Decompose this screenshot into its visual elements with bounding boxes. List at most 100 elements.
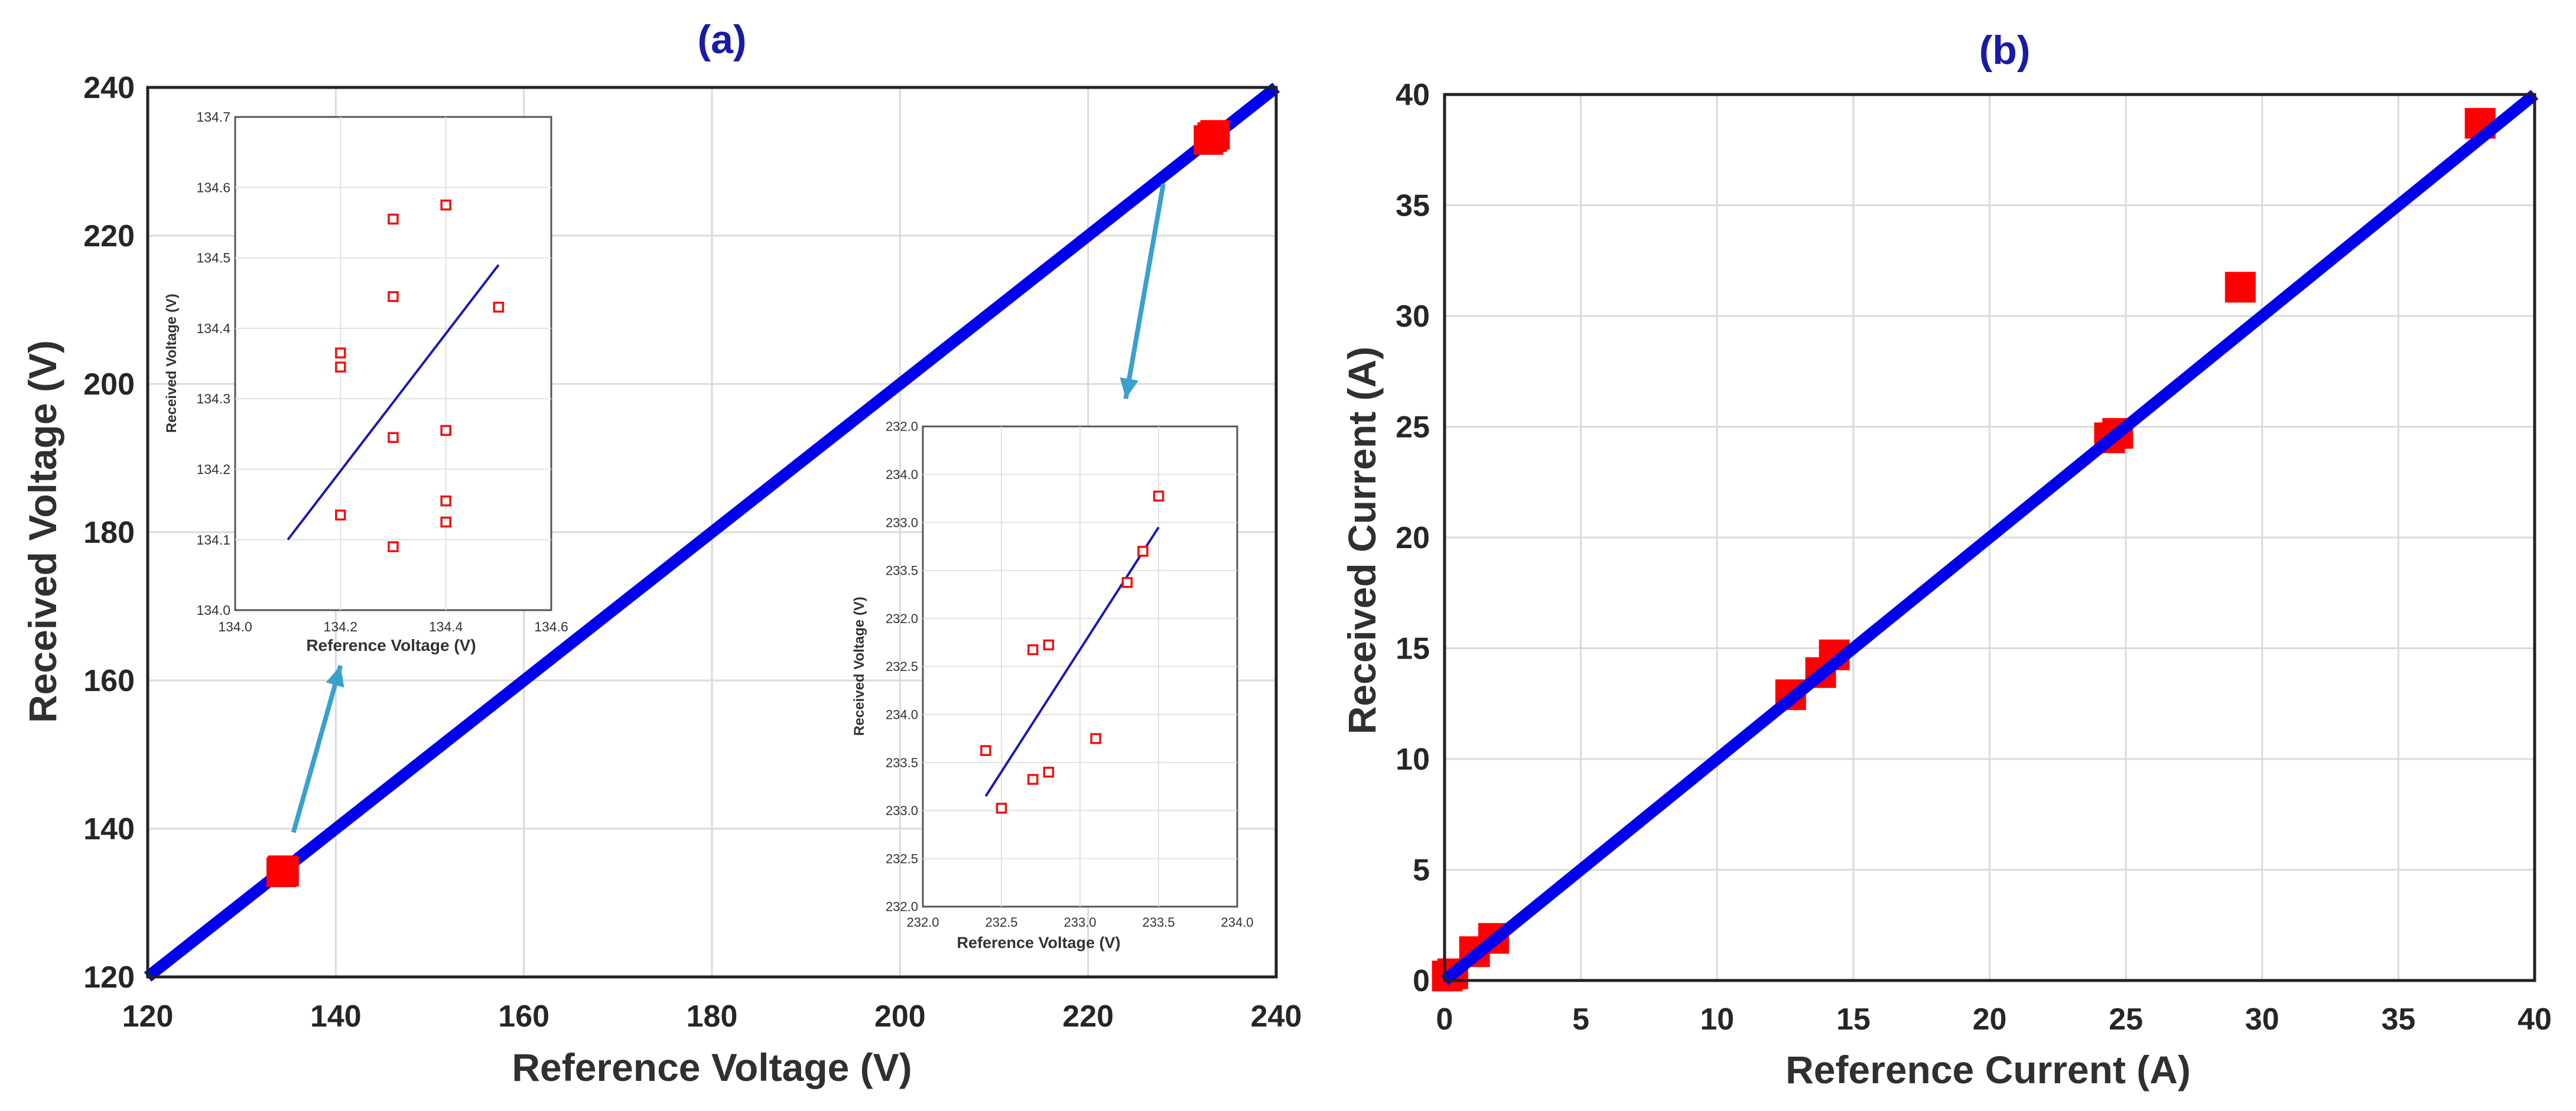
il-data-point	[335, 347, 346, 359]
ih-data-point	[1153, 490, 1165, 502]
ih-y-tick-label: 232.0	[886, 419, 918, 434]
ih-y-tick-label: 232.5	[886, 851, 918, 866]
panel-a-data-point	[1200, 120, 1230, 150]
il-x-tick-label: 134.4	[429, 619, 463, 634]
ih-data-point	[1090, 733, 1101, 744]
il-y-tick-label: 134.6	[196, 180, 230, 195]
panel-a-points-group	[266, 120, 1230, 888]
inset-high-grid	[923, 426, 1237, 907]
panel-a-arrow-shaft	[1123, 183, 1166, 399]
panel-a-x-tick-label: 180	[687, 999, 738, 1034]
panel-a-arrows	[291, 183, 1166, 833]
ih-x-tick-label: 232.5	[985, 915, 1017, 930]
ih-y-tick-label: 233.0	[886, 803, 918, 818]
ih-x-tick-label: 233.0	[1063, 915, 1096, 930]
ih-y-tick-label: 232.0	[886, 611, 918, 626]
panel-a-y-label: Received Voltage (V)	[21, 340, 64, 723]
il-y-tick-label: 134.7	[196, 109, 230, 125]
panel-a-y-ticks: 120 140 160 180 200 220 240	[83, 71, 135, 995]
inset-high-y-label: Received Voltage (V)	[851, 597, 867, 736]
ih-data-point	[1043, 639, 1055, 651]
inset-low-x-ticks: 134.0 134.2 134.4 134.6	[218, 619, 568, 634]
inset-high-points-group	[980, 490, 1165, 814]
il-data-point	[440, 516, 451, 528]
ih-y-tick-label: 233.0	[886, 515, 918, 530]
il-y-tick-label: 134.3	[196, 391, 230, 406]
panel-b-y-tick-label: 25	[1396, 410, 1430, 445]
panel-b-x-tick-label: 20	[1973, 1002, 2007, 1037]
il-data-point	[440, 495, 451, 507]
panel-b-y-tick-label: 30	[1396, 299, 1430, 334]
il-data-point	[335, 361, 346, 373]
ih-x-tick-label: 232.0	[906, 915, 939, 930]
panel-a-data-point	[269, 856, 299, 887]
ih-data-point	[1043, 767, 1055, 778]
inset-high: 232.0 232.5 233.0 233.5 234.0 232.0 232.5 233.…	[851, 419, 1254, 952]
panel-a: (a) 120 140 160 180 200 220 240 120 140 160 180 20…	[21, 17, 1302, 1089]
il-data-point	[440, 199, 451, 211]
il-data-point	[335, 509, 346, 521]
panel-a-y-tick-label: 120	[83, 960, 135, 995]
panel-b-y-ticks: 0 5 10 15 20 25 30 35 40	[1396, 78, 1430, 998]
panel-b-x-tick-label: 35	[2381, 1002, 2415, 1037]
ih-y-tick-label: 234.0	[886, 467, 918, 482]
panel-b-axes-box	[1443, 93, 2536, 982]
ih-data-point	[996, 803, 1007, 814]
inset-low-box	[234, 116, 552, 611]
inset-high-x-label: Reference Voltage (V)	[957, 934, 1120, 952]
panel-a-y-tick-label: 240	[83, 71, 135, 105]
panel-a-fit-line-group	[144, 83, 1280, 982]
ih-y-tick-label: 233.5	[886, 563, 918, 578]
panel-b-x-tick-label: 0	[1436, 1002, 1453, 1037]
ih-data-point	[1027, 644, 1039, 656]
panel-a-y-tick-label: 160	[83, 664, 135, 698]
panel-b-y-label: Received Current (A)	[1340, 347, 1384, 735]
panel-b-y-tick-label: 35	[1396, 189, 1430, 223]
ih-data-point	[1027, 774, 1039, 785]
inset-low-points-group	[335, 199, 505, 552]
panel-b-y-tick-label: 20	[1396, 521, 1430, 555]
panel-b-x-tick-label: 25	[2109, 1002, 2143, 1037]
panel-a-x-tick-label: 240	[1251, 999, 1302, 1034]
il-y-tick-label: 134.5	[196, 250, 230, 266]
il-fit-line	[287, 264, 500, 540]
panel-a-x-tick-label: 220	[1062, 999, 1114, 1034]
ih-data-point	[1121, 576, 1133, 588]
ih-y-tick-label: 232.5	[886, 659, 918, 674]
panel-a-y-tick-label: 200	[83, 367, 135, 402]
panel-b-x-tick-label: 10	[1700, 1002, 1734, 1037]
inset-low: 134.0 134.2 134.4 134.6 134.0134.1134.2134.…	[164, 109, 568, 654]
ih-x-tick-label: 233.5	[1142, 915, 1175, 930]
il-data-point	[388, 291, 399, 302]
il-y-tick-label: 134.1	[196, 532, 230, 548]
ih-y-tick-label: 232.0	[886, 900, 918, 914]
panel-b-fit-line	[1440, 90, 2539, 985]
panel-a-y-tick-label: 180	[83, 516, 135, 550]
panel-a-axes-box	[146, 86, 1278, 979]
il-data-point	[493, 301, 505, 313]
panel-a-arrow-head	[1120, 377, 1139, 399]
panel-b-y-tick-label: 40	[1396, 78, 1430, 112]
panel-a-title: (a)	[697, 17, 746, 62]
panel-a-x-label: Reference Voltage (V)	[512, 1045, 912, 1089]
inset-low-x-label: Reference Voltage (V)	[306, 636, 476, 654]
inset-low-y-ticks: 134.0 134.1 134.2 134.3 134.4 134.5 134.6 134.7	[196, 109, 230, 618]
panel-a-arrow-shaft	[291, 664, 343, 833]
panel-b-x-tick-label: 15	[1836, 1002, 1871, 1037]
panel-a-x-tick-label: 140	[310, 999, 362, 1034]
panel-b-fit-line-group	[1440, 90, 2539, 985]
inset-low-y-label: Received Voltage (V)	[164, 294, 180, 433]
il-x-tick-label: 134.2	[324, 619, 358, 634]
panel-a-x-tick-label: 120	[122, 999, 174, 1034]
il-data-point	[440, 425, 451, 436]
ih-fit-line	[984, 526, 1160, 797]
ih-data-point	[980, 745, 991, 757]
inset-high-fit-group	[984, 526, 1160, 797]
inset-high-x-ticks: 232.0 232.5 233.0 233.5 234.0	[906, 915, 1253, 930]
ih-y-tick-label: 234.0	[886, 708, 918, 722]
panel-b-data-point	[2224, 272, 2256, 303]
panel-a-y-tick-label: 140	[83, 812, 135, 846]
inset-high-y-ticks: 232.0 232.5 233.0 233.5 234.0 232.5 232.0 233.5…	[886, 419, 918, 914]
panel-a-x-tick-label: 200	[874, 999, 926, 1034]
